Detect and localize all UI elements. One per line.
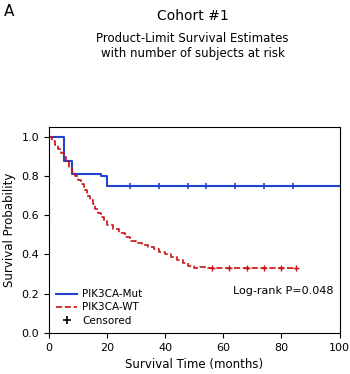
Y-axis label: Survival Probability: Survival Probability [3,173,16,287]
Text: Product-Limit Survival Estimates
with number of subjects at risk: Product-Limit Survival Estimates with nu… [96,32,289,60]
Text: Cohort #1: Cohort #1 [157,9,229,23]
Legend: PIK3CA-Mut, PIK3CA-WT, Censored: PIK3CA-Mut, PIK3CA-WT, Censored [54,287,145,328]
X-axis label: Survival Time (months): Survival Time (months) [125,358,263,371]
Text: A: A [4,4,14,19]
Text: Log-rank P=0.048: Log-rank P=0.048 [233,286,334,296]
